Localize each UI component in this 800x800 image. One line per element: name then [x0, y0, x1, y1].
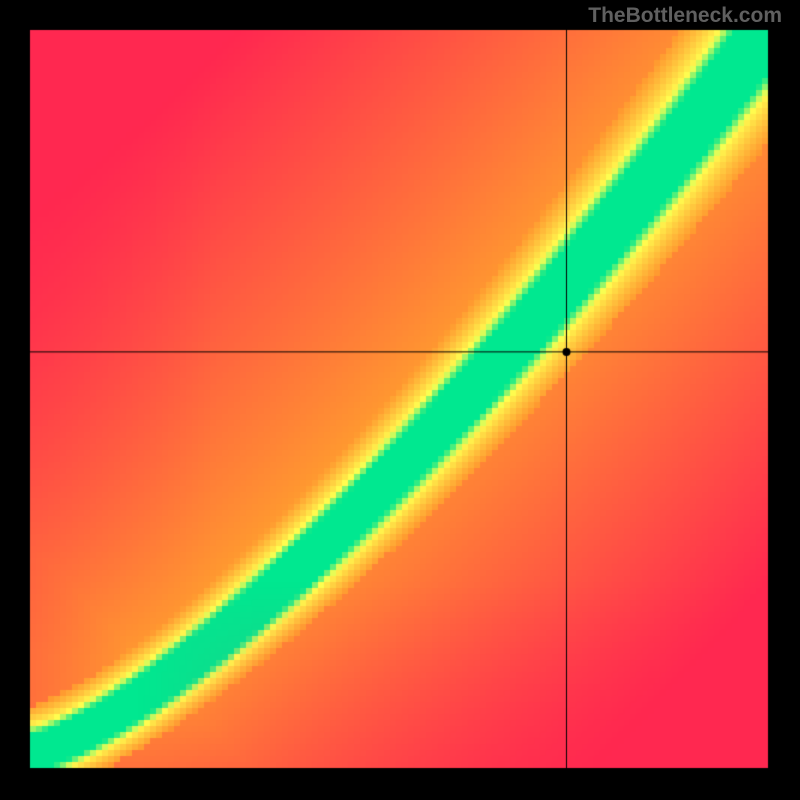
- chart-container: TheBottleneck.com: [0, 0, 800, 800]
- bottleneck-heatmap: [0, 0, 800, 800]
- watermark-text: TheBottleneck.com: [588, 4, 782, 28]
